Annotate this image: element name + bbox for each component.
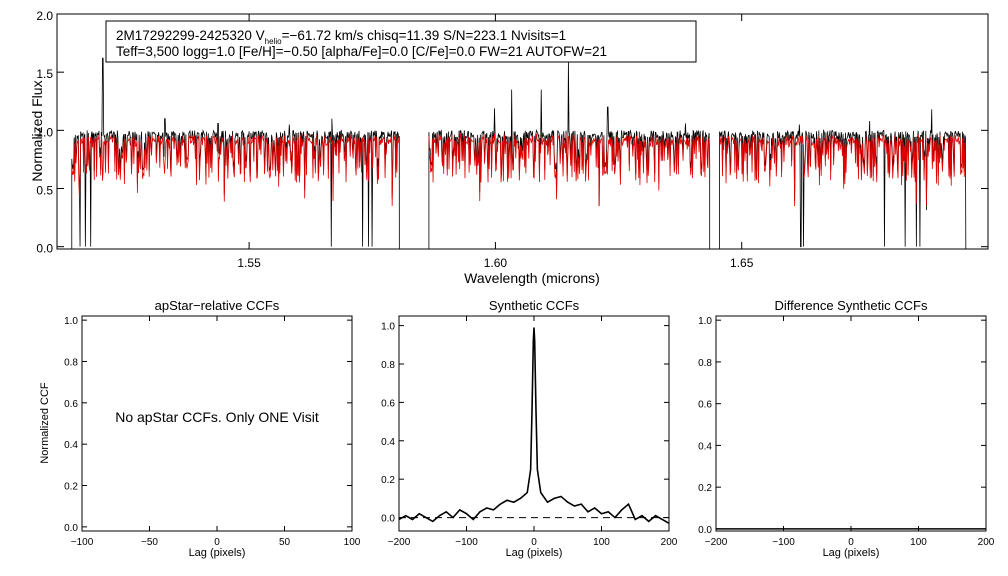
spectrum-ytick-label: 1.0 bbox=[36, 125, 53, 139]
info-line-1-rest: =−61.72 km/s chisq=11.39 S/N=223.1 Nvisi… bbox=[282, 28, 567, 43]
difference-ytick-label: 0.6 bbox=[698, 400, 712, 411]
apstar-ytick-label: 0.8 bbox=[64, 357, 78, 368]
synthetic-xtick-label: 200 bbox=[661, 537, 678, 548]
spectrum-model-segment-3 bbox=[719, 134, 966, 206]
synthetic-ccf-panel: Synthetic CCFs −200 −100 0 100 200 0.0 0.2 0.4 0… bbox=[381, 298, 678, 559]
apstar-axes: −100 −50 0 50 100 0.0 0.2 0.4 0.6 0.8 1.0 bbox=[64, 316, 361, 548]
synthetic-ytick-label: 0.0 bbox=[381, 514, 395, 525]
synthetic-ytick-label: 0.8 bbox=[381, 360, 395, 371]
difference-xtick-label: −200 bbox=[705, 537, 728, 548]
apstar-ccf-panel: apStar−relative CCFs −100 −50 0 50 100 0.0 0.2… bbox=[39, 298, 361, 559]
synthetic-xtick-label: 0 bbox=[531, 537, 537, 548]
difference-ytick-label: 0.2 bbox=[698, 483, 712, 494]
spectrum-model-segment-1 bbox=[71, 133, 400, 206]
apstar-ytick-label: 0.6 bbox=[64, 399, 78, 410]
spectrum-ylabel: Normalized Flux bbox=[29, 80, 45, 181]
spectrum-model-segment-2 bbox=[428, 133, 711, 206]
spectrum-panel: 1.55 1.60 1.65 0.0 0.5 1.0 1.5 2.0 Wavelength (… bbox=[29, 9, 989, 286]
spectrum-xtick-label: 1.65 bbox=[730, 256, 754, 270]
difference-xtick-label: 200 bbox=[978, 537, 995, 548]
apstar-xtick-label: −100 bbox=[71, 537, 94, 548]
synthetic-ccf-plot-area bbox=[398, 327, 670, 525]
synthetic-xtick-label: −100 bbox=[455, 537, 478, 548]
spectrum-ytick-label: 1.5 bbox=[36, 67, 53, 81]
info-v-subscript: helio bbox=[265, 37, 282, 46]
info-line-2: Teff=3,500 logg=1.0 [Fe/H]=−0.50 [alpha/… bbox=[116, 44, 607, 59]
spectrum-axes: 1.55 1.60 1.65 0.0 0.5 1.0 1.5 2.0 bbox=[36, 9, 988, 270]
synthetic-ccf-line bbox=[398, 327, 670, 525]
apstar-ytick-label: 0.2 bbox=[64, 482, 78, 493]
apstar-xtick-label: −50 bbox=[141, 537, 158, 548]
synthetic-ytick-label: 0.6 bbox=[381, 398, 395, 409]
info-line-1: 2M17292299-2425320 Vhelio=−61.72 km/s ch… bbox=[116, 28, 566, 46]
spectrum-axes-frame bbox=[56, 13, 989, 250]
spectrum-xlabel: Wavelength (microns) bbox=[464, 270, 600, 286]
difference-xtick-label: 0 bbox=[848, 537, 854, 548]
synthetic-xtick-label: 100 bbox=[593, 537, 610, 548]
apstar-xlabel: Lag (pixels) bbox=[189, 547, 246, 559]
apstar-ytick-label: 0.4 bbox=[64, 440, 78, 451]
spectrum-ytick-label: 0.5 bbox=[36, 184, 53, 198]
difference-ccf-title: Difference Synthetic CCFs bbox=[775, 298, 928, 313]
apstar-ytick-label: 1.0 bbox=[64, 316, 78, 327]
info-box-frame bbox=[105, 20, 697, 63]
spectrum-xtick-label: 1.60 bbox=[484, 256, 508, 270]
spectrum-xtick-label: 1.55 bbox=[237, 256, 261, 270]
synthetic-ytick-label: 0.4 bbox=[381, 437, 395, 448]
difference-ytick-label: 0.4 bbox=[698, 441, 712, 452]
info-v-prefix: V bbox=[256, 28, 265, 43]
synthetic-ccf-title: Synthetic CCFs bbox=[489, 298, 580, 313]
synthetic-ytick-label: 0.2 bbox=[381, 475, 395, 486]
apstar-xtick-label: 50 bbox=[279, 537, 291, 548]
difference-ytick-label: 0.8 bbox=[698, 358, 712, 369]
apstar-ylabel: Normalized CCF bbox=[39, 382, 51, 464]
synthetic-ytick-label: 1.0 bbox=[381, 322, 395, 333]
spectrum-plot-area bbox=[71, 57, 967, 250]
apstar-no-ccf-note: No apStar CCFs. Only ONE Visit bbox=[115, 409, 319, 425]
spectrum-ytick-label: 0.0 bbox=[36, 242, 53, 256]
spectrum-ytick-label: 2.0 bbox=[36, 9, 53, 23]
synthetic-axes: −200 −100 0 100 200 0.0 0.2 0.4 0.6 0.8 1.0 bbox=[381, 316, 678, 548]
synthetic-xtick-label: −200 bbox=[388, 537, 411, 548]
synthetic-xlabel: Lag (pixels) bbox=[506, 547, 563, 559]
difference-ytick-label: 0.0 bbox=[698, 525, 712, 536]
difference-axes-frame bbox=[715, 315, 987, 532]
difference-axes: −200 −100 0 100 200 0.0 0.2 0.4 0.6 0.8 1.0 bbox=[698, 316, 995, 548]
apstar-xtick-label: 0 bbox=[214, 537, 220, 548]
difference-ccf-panel: Difference Synthetic CCFs −200 −100 0 100 20… bbox=[698, 298, 995, 559]
difference-ytick-label: 1.0 bbox=[698, 316, 712, 327]
apstar-xtick-label: 100 bbox=[344, 537, 361, 548]
apstar-ytick-label: 0.0 bbox=[64, 523, 78, 534]
synthetic-axes-frame bbox=[398, 315, 670, 532]
info-star-id: 2M17292299-2425320 bbox=[116, 28, 252, 43]
difference-xtick-label: −100 bbox=[772, 537, 795, 548]
difference-xlabel: Lag (pixels) bbox=[823, 547, 880, 559]
apstar-ccf-title: apStar−relative CCFs bbox=[155, 298, 280, 313]
difference-xtick-label: 100 bbox=[910, 537, 927, 548]
info-box: 2M17292299-2425320 Vhelio=−61.72 km/s ch… bbox=[105, 20, 697, 63]
